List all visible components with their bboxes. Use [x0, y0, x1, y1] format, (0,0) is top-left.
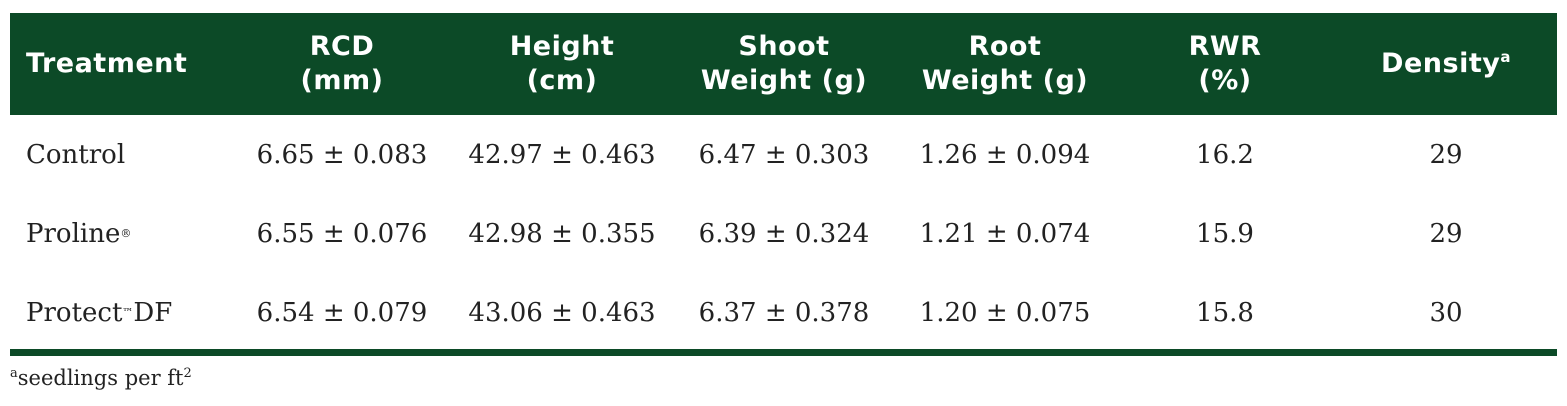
table-row: Protect ™ DF 6.54 ± 0.079 43.06 ± 0.463 6.… [10, 273, 1557, 352]
cell-density: 29 [1429, 218, 1463, 249]
table-row: Control 6.65 ± 0.083 42.97 ± 0.463 6.47 … [10, 115, 1557, 194]
cell-shoot-weight: 6.37 ± 0.378 [698, 297, 870, 328]
cell-shoot-weight: 6.39 ± 0.324 [698, 218, 870, 249]
cell-height: 43.06 ± 0.463 [468, 297, 656, 328]
header-treatment-label: Treatment [26, 48, 188, 79]
header-treatment: Treatment [26, 13, 246, 115]
treatment-name: Proline [26, 218, 121, 249]
header-shoot-weight-line2: Weight (g) [700, 65, 868, 96]
header-height-line1: Height [509, 31, 615, 62]
cell-treatment: Proline ® [26, 218, 132, 249]
cell-treatment: Protect ™ DF [26, 297, 173, 328]
cell-root-weight: 1.20 ± 0.075 [919, 297, 1091, 328]
data-table: Treatment RCD (mm) Height (cm) Shoot Wei… [10, 13, 1557, 352]
header-height-line2: (cm) [526, 65, 598, 96]
cell-rwr: 15.8 [1196, 297, 1254, 328]
cell-root-weight: 1.26 ± 0.094 [919, 139, 1091, 170]
cell-shoot-weight: 6.47 ± 0.303 [698, 139, 870, 170]
cell-rcd: 6.54 ± 0.079 [256, 297, 428, 328]
cell-height: 42.98 ± 0.355 [468, 218, 656, 249]
header-height: Height (cm) [462, 13, 662, 115]
header-rwr-line2: (%) [1198, 65, 1252, 96]
header-density-label: Density [1381, 48, 1501, 79]
cell-rwr: 16.2 [1196, 139, 1254, 170]
treatment-name: Protect [26, 297, 123, 328]
cell-height: 42.97 ± 0.463 [468, 139, 656, 170]
header-rwr-line1: RWR [1188, 31, 1262, 62]
header-rcd-line2: (mm) [300, 65, 384, 96]
header-rcd: RCD (mm) [242, 13, 442, 115]
header-shoot-weight: Shoot Weight (g) [684, 13, 884, 115]
cell-density: 29 [1429, 139, 1463, 170]
header-rcd-line1: RCD [309, 31, 375, 62]
header-shoot-weight-line1: Shoot [738, 31, 830, 62]
header-root-weight-line2: Weight (g) [921, 65, 1089, 96]
cell-rcd: 6.55 ± 0.076 [256, 218, 428, 249]
cell-treatment: Control [26, 115, 246, 194]
header-root-weight: Root Weight (g) [905, 13, 1105, 115]
footnote-marker: a [10, 366, 18, 381]
footnote-exponent: 2 [183, 366, 192, 381]
footnote-text: seedlings per ft [17, 366, 184, 390]
treatment-suffix: DF [133, 297, 173, 328]
header-density: Densitya [1346, 13, 1546, 115]
table-header: Treatment RCD (mm) Height (cm) Shoot Wei… [10, 13, 1557, 115]
table-footnote: aseedlings per ft2 [10, 366, 192, 390]
header-density-footnote-marker: a [1500, 48, 1511, 66]
cell-rwr: 15.9 [1196, 218, 1254, 249]
cell-root-weight: 1.21 ± 0.074 [919, 218, 1091, 249]
header-rwr: RWR (%) [1125, 13, 1325, 115]
cell-rcd: 6.65 ± 0.083 [256, 139, 428, 170]
table-row: Proline ® 6.55 ± 0.076 42.98 ± 0.355 6.39… [10, 194, 1557, 273]
cell-density: 30 [1429, 297, 1463, 328]
treatment-name: Control [26, 139, 126, 170]
header-root-weight-line1: Root [968, 31, 1042, 62]
table-bottom-rule [10, 349, 1557, 356]
